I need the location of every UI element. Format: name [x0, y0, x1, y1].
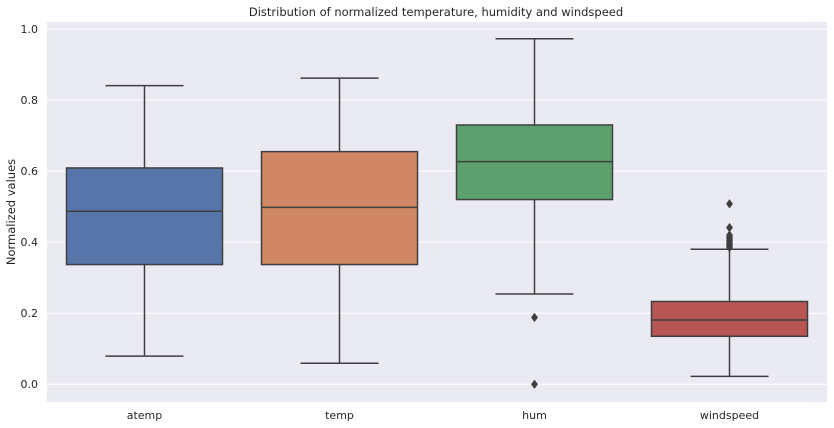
- box-iqr: [67, 168, 223, 265]
- x-tick-label: windspeed: [700, 409, 759, 422]
- x-tick-label: atemp: [127, 409, 163, 422]
- x-tick-label: hum: [522, 409, 547, 422]
- y-axis-label: Normalized values: [4, 159, 18, 265]
- y-axis-ticks: 0.0 0.2 0.4 0.6 0.8 1.0: [21, 23, 39, 391]
- y-tick-label: 0.8: [21, 94, 39, 107]
- box-iqr: [652, 301, 808, 336]
- y-tick-label: 0.6: [21, 165, 39, 178]
- y-tick-label: 0.2: [21, 307, 39, 320]
- y-tick-label: 0.0: [21, 378, 39, 391]
- y-tick-label: 0.4: [21, 236, 39, 249]
- x-axis-ticks: atemp temp hum windspeed: [127, 409, 759, 422]
- chart-title: Distribution of normalized temperature, …: [249, 5, 623, 19]
- x-tick-label: temp: [325, 409, 354, 422]
- y-tick-label: 1.0: [21, 23, 39, 36]
